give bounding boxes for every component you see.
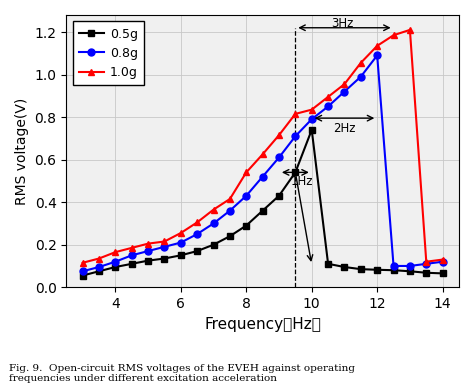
1.0g	[325, 95, 331, 99]
1.0g	[145, 241, 151, 246]
0.8g	[423, 261, 429, 266]
0.8g	[112, 259, 118, 264]
1.0g	[391, 33, 396, 37]
0.8g	[96, 265, 102, 270]
0.5g	[358, 267, 364, 271]
0.8g	[391, 264, 396, 268]
Y-axis label: RMS voltage(V): RMS voltage(V)	[15, 97, 29, 205]
1.0g	[112, 250, 118, 254]
0.5g	[162, 256, 167, 261]
0.8g	[227, 208, 233, 213]
1.0g	[162, 239, 167, 244]
0.5g	[374, 268, 380, 272]
0.5g	[129, 261, 135, 266]
0.8g	[440, 259, 446, 264]
0.5g	[407, 269, 413, 274]
0.8g	[211, 221, 217, 226]
0.8g	[80, 269, 85, 274]
1.0g	[342, 82, 347, 86]
0.8g	[358, 74, 364, 79]
0.5g	[440, 271, 446, 276]
Text: Fig. 9.  Open-circuit RMS voltages of the EVEH against operating
frequencies und: Fig. 9. Open-circuit RMS voltages of the…	[9, 364, 356, 383]
1.0g	[96, 256, 102, 261]
0.5g	[227, 234, 233, 238]
1.0g	[440, 257, 446, 262]
0.5g	[178, 253, 183, 258]
0.8g	[178, 240, 183, 245]
0.5g	[112, 265, 118, 270]
Line: 1.0g: 1.0g	[79, 27, 446, 266]
0.8g	[244, 194, 249, 198]
1.0g	[309, 107, 315, 112]
0.5g	[292, 170, 298, 175]
0.5g	[80, 273, 85, 278]
0.5g	[276, 194, 282, 198]
0.8g	[260, 174, 265, 179]
1.0g	[292, 112, 298, 116]
1.0g	[407, 28, 413, 32]
Text: 1Hz: 1Hz	[291, 175, 313, 188]
Legend: 0.5g, 0.8g, 1.0g: 0.5g, 0.8g, 1.0g	[73, 21, 144, 85]
0.8g	[162, 244, 167, 249]
1.0g	[423, 259, 429, 264]
0.5g	[391, 268, 396, 273]
0.5g	[309, 127, 315, 132]
0.5g	[260, 208, 265, 213]
0.8g	[292, 134, 298, 139]
0.5g	[145, 258, 151, 263]
1.0g	[194, 220, 200, 225]
0.8g	[342, 89, 347, 94]
0.5g	[194, 249, 200, 253]
1.0g	[374, 44, 380, 48]
1.0g	[80, 261, 85, 265]
0.8g	[194, 232, 200, 236]
0.5g	[342, 265, 347, 270]
0.5g	[423, 270, 429, 275]
Line: 0.8g: 0.8g	[79, 52, 446, 275]
0.5g	[244, 223, 249, 228]
0.5g	[96, 269, 102, 274]
X-axis label: Frequency（Hz）: Frequency（Hz）	[204, 316, 321, 331]
0.8g	[129, 253, 135, 258]
Text: 3Hz: 3Hz	[331, 17, 354, 30]
1.0g	[129, 246, 135, 250]
0.8g	[374, 53, 380, 58]
1.0g	[211, 207, 217, 212]
0.8g	[309, 117, 315, 122]
0.8g	[325, 104, 331, 109]
1.0g	[276, 133, 282, 137]
0.8g	[145, 249, 151, 253]
1.0g	[358, 60, 364, 65]
Text: 2Hz: 2Hz	[333, 122, 356, 135]
Line: 0.5g: 0.5g	[79, 126, 446, 279]
0.5g	[325, 261, 331, 266]
0.8g	[407, 264, 413, 268]
0.8g	[276, 155, 282, 160]
1.0g	[227, 197, 233, 201]
1.0g	[178, 231, 183, 235]
1.0g	[244, 170, 249, 175]
1.0g	[260, 152, 265, 157]
0.5g	[211, 243, 217, 247]
